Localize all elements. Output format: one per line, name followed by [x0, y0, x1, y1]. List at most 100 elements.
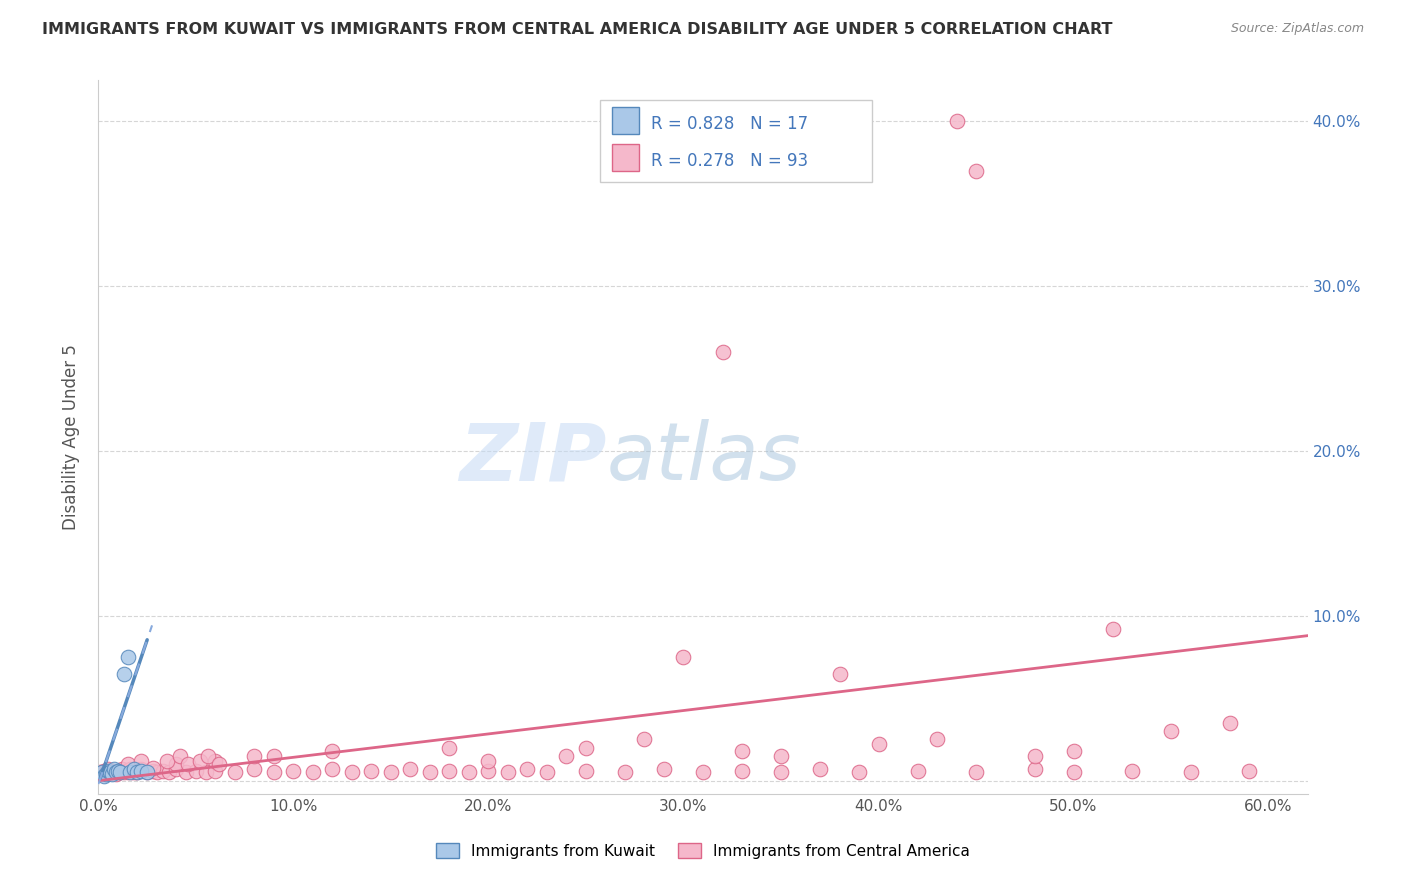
Point: [575, 740, 598, 755]
Point: [98, 765, 121, 780]
Point: [243, 749, 266, 764]
Bar: [613, 144, 638, 171]
Y-axis label: Disability Age Under 5: Disability Age Under 5: [62, 344, 80, 530]
Point: [93, 769, 115, 783]
Point: [868, 738, 890, 752]
Point: [188, 754, 211, 768]
Point: [112, 765, 135, 780]
Point: [360, 764, 382, 778]
Point: [965, 164, 987, 178]
Text: Source: ZipAtlas.com: Source: ZipAtlas.com: [1230, 22, 1364, 36]
Point: [131, 764, 153, 778]
Point: [769, 749, 792, 764]
Point: [122, 764, 145, 778]
Point: [101, 767, 124, 781]
Point: [965, 765, 987, 780]
Point: [108, 765, 131, 780]
Point: [174, 765, 197, 780]
Point: [828, 666, 851, 681]
Point: [118, 762, 141, 776]
Point: [439, 740, 461, 755]
Point: [184, 764, 207, 778]
FancyBboxPatch shape: [600, 100, 872, 182]
Point: [194, 765, 217, 780]
Point: [907, 764, 929, 778]
Point: [204, 764, 226, 778]
Text: IMMIGRANTS FROM KUWAIT VS IMMIGRANTS FROM CENTRAL AMERICA DISABILITY AGE UNDER 5: IMMIGRANTS FROM KUWAIT VS IMMIGRANTS FRO…: [42, 22, 1112, 37]
Text: atlas: atlas: [606, 419, 801, 498]
Point: [152, 764, 174, 778]
Point: [117, 650, 139, 665]
Point: [477, 764, 499, 778]
Point: [1024, 749, 1046, 764]
Point: [380, 765, 402, 780]
Point: [131, 754, 153, 768]
Point: [89, 765, 111, 780]
Point: [536, 765, 558, 780]
Legend: Immigrants from Kuwait, Immigrants from Central America: Immigrants from Kuwait, Immigrants from …: [430, 837, 976, 864]
Point: [672, 650, 695, 665]
Point: [104, 765, 127, 780]
Text: R = 0.828   N = 17: R = 0.828 N = 17: [651, 115, 808, 133]
Point: [157, 765, 180, 780]
Point: [945, 114, 967, 128]
Point: [112, 666, 135, 681]
Point: [117, 765, 139, 780]
Point: [101, 764, 124, 778]
Point: [127, 765, 149, 780]
Point: [104, 767, 127, 781]
Point: [692, 765, 714, 780]
Point: [142, 764, 165, 778]
Point: [633, 732, 655, 747]
Bar: [613, 107, 638, 134]
Point: [1063, 765, 1085, 780]
Point: [208, 757, 231, 772]
Point: [136, 765, 159, 780]
Point: [731, 764, 754, 778]
Point: [477, 754, 499, 768]
Point: [1219, 716, 1241, 731]
Point: [124, 765, 146, 780]
Point: [263, 765, 285, 780]
Point: [419, 765, 441, 780]
Point: [107, 764, 129, 778]
Point: [808, 762, 831, 776]
Point: [652, 164, 675, 178]
Point: [243, 762, 266, 776]
Point: [98, 765, 121, 780]
Point: [925, 732, 948, 747]
Point: [555, 749, 578, 764]
Point: [91, 767, 114, 781]
Point: [156, 754, 179, 768]
Point: [458, 765, 481, 780]
Point: [122, 762, 145, 776]
Point: [224, 765, 246, 780]
Point: [399, 762, 422, 776]
Point: [321, 762, 343, 776]
Point: [197, 749, 219, 764]
Point: [97, 764, 120, 778]
Point: [96, 765, 118, 780]
Point: [575, 764, 598, 778]
Point: [127, 765, 149, 780]
Point: [107, 764, 129, 778]
Point: [828, 164, 851, 178]
Point: [731, 744, 754, 758]
Point: [769, 765, 792, 780]
Point: [93, 764, 115, 778]
Point: [165, 762, 187, 776]
Text: R = 0.278   N = 93: R = 0.278 N = 93: [651, 153, 808, 170]
Point: [1121, 764, 1143, 778]
Point: [111, 762, 134, 776]
Point: [340, 765, 363, 780]
Point: [177, 757, 200, 772]
Point: [121, 765, 143, 780]
Point: [204, 754, 226, 768]
Point: [1180, 765, 1202, 780]
Point: [108, 765, 131, 780]
Point: [302, 765, 325, 780]
Point: [131, 762, 153, 776]
Point: [516, 762, 538, 776]
Point: [614, 765, 637, 780]
Point: [1063, 744, 1085, 758]
